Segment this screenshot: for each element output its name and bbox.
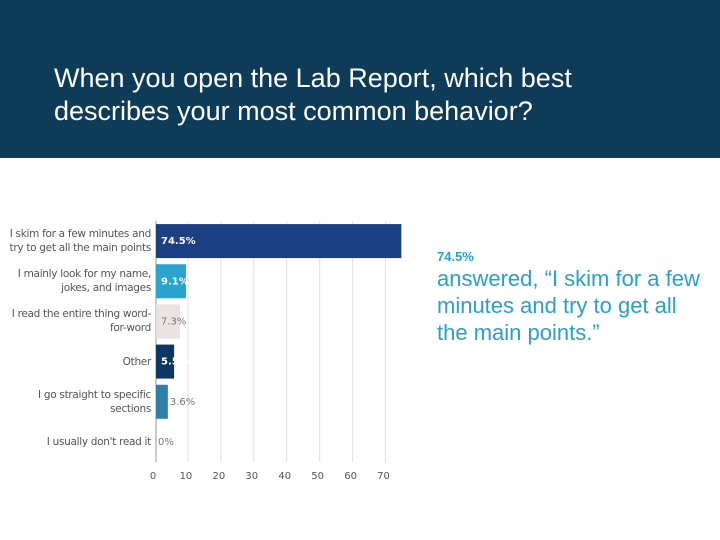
category-label: I read the entire thing word-for-word: [11, 308, 152, 335]
bar: [156, 304, 181, 339]
x-tick-label: 20: [212, 471, 225, 482]
x-tick-label: 10: [180, 471, 193, 482]
x-tick-label: 70: [377, 471, 390, 482]
bar: [156, 344, 175, 379]
value-label: 9.1%: [161, 276, 189, 287]
x-tick-label: 40: [278, 471, 291, 482]
x-tick-label: 60: [344, 471, 357, 482]
category-label: I skim for a few minutes and try to get …: [9, 228, 152, 255]
category-label: I go straight to specific sections: [38, 388, 151, 415]
x-tick-label: 30: [245, 471, 258, 482]
annotation-value: 74.5%: [437, 249, 474, 264]
value-label: 0%: [158, 437, 174, 448]
x-tick-label: 50: [311, 471, 324, 482]
value-label: 7.3%: [161, 316, 186, 327]
x-tick-label: 0: [150, 471, 156, 482]
value-label: 5.5%: [161, 357, 189, 368]
category-label: I mainly look for my name, jokes, and im…: [17, 268, 152, 295]
bar: [156, 384, 168, 419]
slide-title: When you open the Lab Report, which best…: [54, 63, 572, 126]
category-label: Other: [122, 355, 152, 368]
value-label: 3.6%: [170, 397, 195, 408]
header-band: When you open the Lab Report, which best…: [0, 0, 720, 158]
bar: [156, 224, 402, 259]
value-label: 74.5%: [161, 236, 196, 247]
bar: [156, 264, 186, 299]
annotation-text: answered, “I skim for a few minutes and …: [437, 266, 700, 345]
category-label: I usually don't read it: [46, 435, 152, 448]
